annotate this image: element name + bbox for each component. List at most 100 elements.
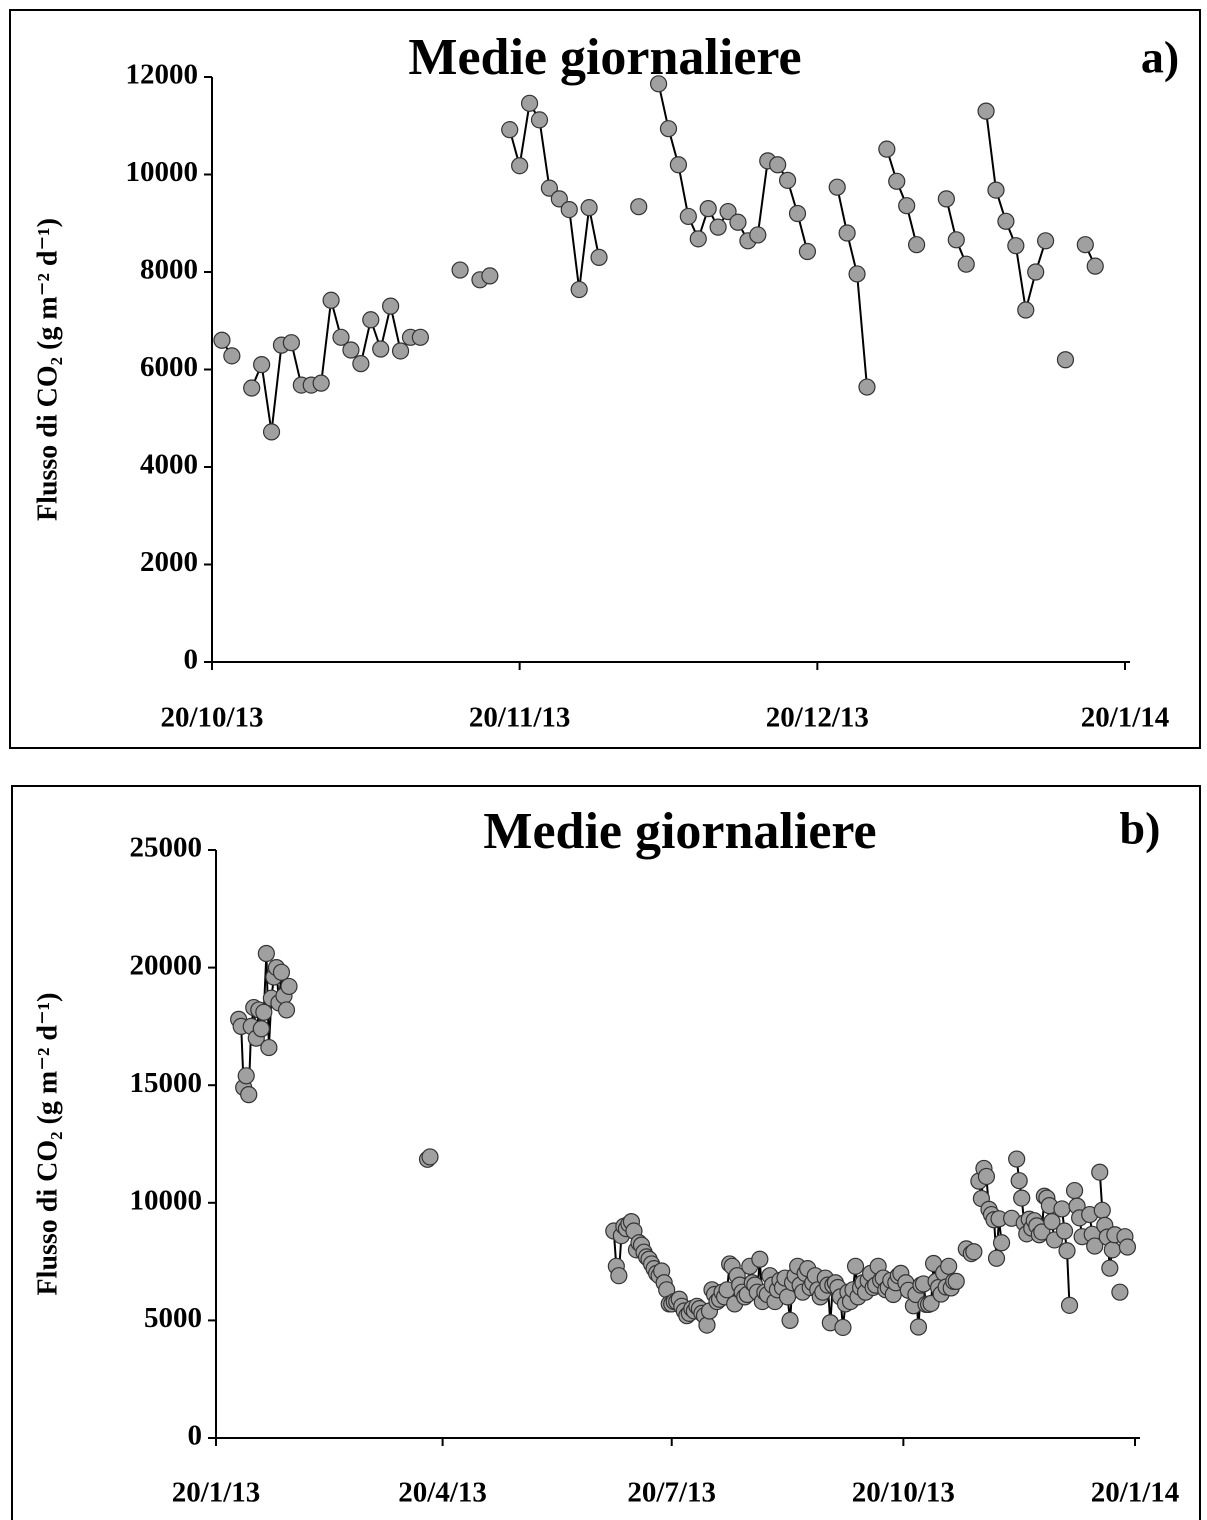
data-point xyxy=(1027,263,1045,281)
x-tick-label: 20/7/13 xyxy=(627,1477,716,1509)
chart-title: Medie giornaliere xyxy=(483,803,876,860)
data-point xyxy=(223,347,241,365)
data-point xyxy=(699,200,717,218)
data-point xyxy=(1118,1238,1137,1256)
data-point xyxy=(1111,1283,1129,1301)
y-tick-label: 8000 xyxy=(140,254,198,286)
y-tick-label: 2000 xyxy=(140,546,198,578)
data-point xyxy=(421,1148,439,1166)
data-point xyxy=(937,190,955,208)
data-point xyxy=(977,1167,996,1186)
x-tick-label: 20/1/14 xyxy=(1091,1477,1180,1509)
x-tick-label: 20/1/14 xyxy=(1081,702,1170,734)
data-point xyxy=(778,171,797,189)
y-tick-label: 20000 xyxy=(130,949,203,981)
data-point xyxy=(1091,1163,1109,1181)
data-point xyxy=(947,231,965,249)
data-point xyxy=(580,199,598,217)
data-point xyxy=(769,156,787,174)
data-point xyxy=(1103,1241,1121,1259)
data-point xyxy=(788,204,807,223)
y-tick-label: 0 xyxy=(184,644,199,676)
data-point xyxy=(798,242,817,261)
data-point xyxy=(1010,1172,1028,1190)
data-point xyxy=(501,121,519,139)
data-point xyxy=(240,1086,258,1104)
data-point xyxy=(1101,1259,1119,1277)
data-point xyxy=(382,297,400,315)
panel-label: b) xyxy=(1120,803,1161,854)
data-point xyxy=(992,1234,1011,1252)
data-point xyxy=(781,1311,799,1330)
data-point xyxy=(1058,1242,1076,1260)
y-tick-label: 0 xyxy=(188,1420,203,1452)
data-point xyxy=(590,248,608,266)
data-point xyxy=(560,201,578,219)
x-tick-label: 20/10/13 xyxy=(852,1477,955,1509)
data-line xyxy=(237,953,1129,1328)
data-point xyxy=(858,378,876,396)
y-tick-label: 6000 xyxy=(140,351,198,383)
x-tick-label: 20/4/13 xyxy=(398,1477,487,1509)
y-axis-label: Flusso di CO₂ (g m⁻² d⁻¹) xyxy=(32,993,63,1296)
data-point xyxy=(977,102,995,120)
y-tick-label: 15000 xyxy=(130,1067,203,1099)
data-point xyxy=(1008,1150,1026,1168)
data-point xyxy=(540,179,559,197)
data-point xyxy=(838,224,856,242)
y-tick-label: 12000 xyxy=(126,59,199,91)
x-tick-label: 20/11/13 xyxy=(469,702,571,734)
x-tick-label: 20/1/13 xyxy=(172,1477,261,1509)
y-axis-label: Flusso di CO₂ (g m⁻² d⁻¹) xyxy=(32,218,63,521)
data-point xyxy=(751,1250,769,1268)
data-point xyxy=(391,342,410,360)
data-point xyxy=(1037,232,1055,250)
data-point xyxy=(834,1318,852,1337)
data-point xyxy=(1086,257,1104,275)
data-point xyxy=(828,178,846,196)
y-tick-label: 25000 xyxy=(130,832,203,864)
data-point xyxy=(965,1243,983,1261)
data-point xyxy=(262,423,281,441)
data-point xyxy=(689,230,707,248)
data-point xyxy=(1086,1237,1104,1255)
data-point xyxy=(257,944,275,963)
data-point xyxy=(909,1318,928,1336)
data-point xyxy=(907,236,926,254)
y-tick-label: 5000 xyxy=(144,1302,202,1334)
data-point xyxy=(570,280,588,299)
data-point xyxy=(530,111,549,129)
panel-frame xyxy=(9,9,1201,749)
data-point xyxy=(237,1067,255,1085)
data-point xyxy=(252,1020,270,1038)
chart-title: Medie giornaliere xyxy=(408,29,801,86)
data-point xyxy=(888,172,906,190)
data-point xyxy=(719,202,737,221)
data-point xyxy=(698,1316,716,1334)
data-point xyxy=(372,340,390,358)
data-point xyxy=(630,198,648,216)
data-point xyxy=(312,374,330,392)
data-point xyxy=(878,140,896,158)
data-point xyxy=(253,356,271,374)
y-tick-label: 4000 xyxy=(140,449,198,481)
data-point xyxy=(277,1001,296,1019)
data-point xyxy=(280,977,298,996)
data-point xyxy=(997,212,1015,230)
data-point xyxy=(610,1267,628,1285)
data-point xyxy=(481,267,499,285)
panel-frame xyxy=(11,785,1201,1520)
data-point xyxy=(947,1272,965,1290)
data-point xyxy=(362,311,380,329)
y-tick-label: 10000 xyxy=(130,1184,203,1216)
data-point xyxy=(1065,1181,1084,1200)
data-point xyxy=(1056,351,1075,369)
data-point xyxy=(213,331,231,349)
data-point xyxy=(520,94,539,112)
data-point xyxy=(846,1257,865,1275)
panel-label: a) xyxy=(1141,32,1179,83)
data-point xyxy=(1007,237,1025,255)
data-point xyxy=(957,255,975,273)
